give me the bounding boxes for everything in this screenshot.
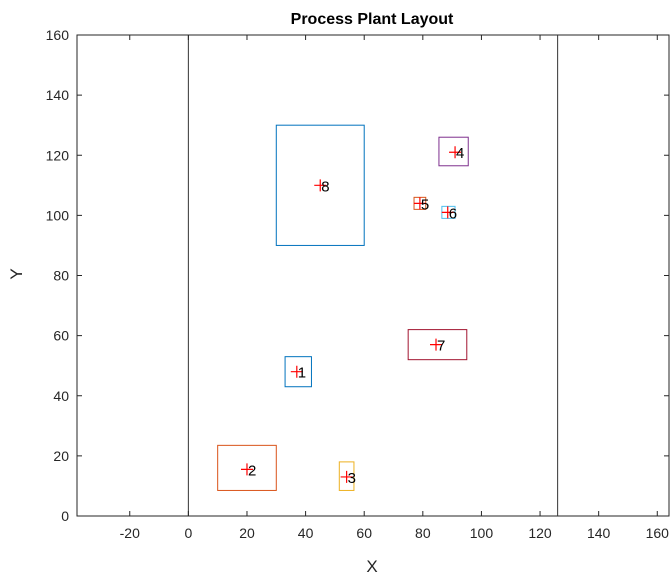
y-tick-label: 80 xyxy=(53,268,69,284)
x-axis-label: X xyxy=(366,557,377,576)
centroid-marker xyxy=(441,206,454,219)
department-box xyxy=(217,444,277,491)
department-box xyxy=(407,329,468,361)
department-box xyxy=(284,356,312,388)
department-6: 6 xyxy=(441,205,457,222)
department-box xyxy=(438,136,469,167)
boundary-lines xyxy=(187,35,559,516)
centroid-marker xyxy=(290,365,303,378)
x-tick-label: 140 xyxy=(587,525,611,541)
x-tick-label: 60 xyxy=(356,525,372,541)
y-tick-label: 140 xyxy=(46,87,70,103)
centroid-marker xyxy=(430,338,443,351)
x-tick-label: 0 xyxy=(184,525,192,541)
centroid-marker xyxy=(240,463,253,476)
x-tick-label: 20 xyxy=(239,525,255,541)
y-tick-label: 160 xyxy=(46,27,70,43)
centroid-marker xyxy=(340,470,353,483)
x-tick-label: 120 xyxy=(528,525,552,541)
y-tick-label: 0 xyxy=(61,508,69,524)
department-box xyxy=(275,124,365,246)
axes-box xyxy=(76,34,670,517)
centroid-marker xyxy=(413,197,426,210)
chart-title: Process Plant Layout xyxy=(291,11,454,28)
y-tick-label: 100 xyxy=(46,207,70,223)
y-axis-ticks: 0 20 40 60 80 100 120 140 160 xyxy=(46,27,669,524)
y-tick-label: 20 xyxy=(53,448,69,464)
department-label: 4 xyxy=(456,145,464,162)
department-label: 7 xyxy=(437,338,445,355)
x-tick-label: 40 xyxy=(298,525,314,541)
centroid-marker xyxy=(314,179,327,192)
y-tick-label: 120 xyxy=(46,147,70,163)
department-3: 3 xyxy=(338,461,356,491)
y-axis-label: Y xyxy=(7,268,26,279)
centroid-marker xyxy=(449,146,462,159)
department-1: 1 xyxy=(284,356,312,388)
department-5: 5 xyxy=(413,196,429,213)
department-label: 5 xyxy=(421,196,429,213)
plot-area: 1 2 3 4 5 6 7 8 xyxy=(76,34,670,517)
department-label: 6 xyxy=(449,205,457,222)
x-tick-label: 80 xyxy=(415,525,431,541)
department-label: 8 xyxy=(321,178,329,195)
y-tick-label: 60 xyxy=(53,328,69,344)
department-label: 3 xyxy=(348,470,356,487)
x-tick-label: 160 xyxy=(646,525,670,541)
department-7: 7 xyxy=(407,329,468,361)
department-layer: 1 2 3 4 5 6 7 8 xyxy=(217,124,469,491)
department-label: 1 xyxy=(298,365,306,382)
x-axis-ticks: -20 0 20 40 60 80 100 120 140 160 xyxy=(120,35,670,541)
x-tick-label: -20 xyxy=(120,525,140,541)
y-tick-label: 40 xyxy=(53,388,69,404)
department-8: 8 xyxy=(275,124,365,246)
department-label: 2 xyxy=(248,462,256,479)
x-tick-label: 100 xyxy=(470,525,494,541)
department-box xyxy=(338,461,355,491)
department-4: 4 xyxy=(438,136,469,167)
department-2: 2 xyxy=(217,444,277,491)
